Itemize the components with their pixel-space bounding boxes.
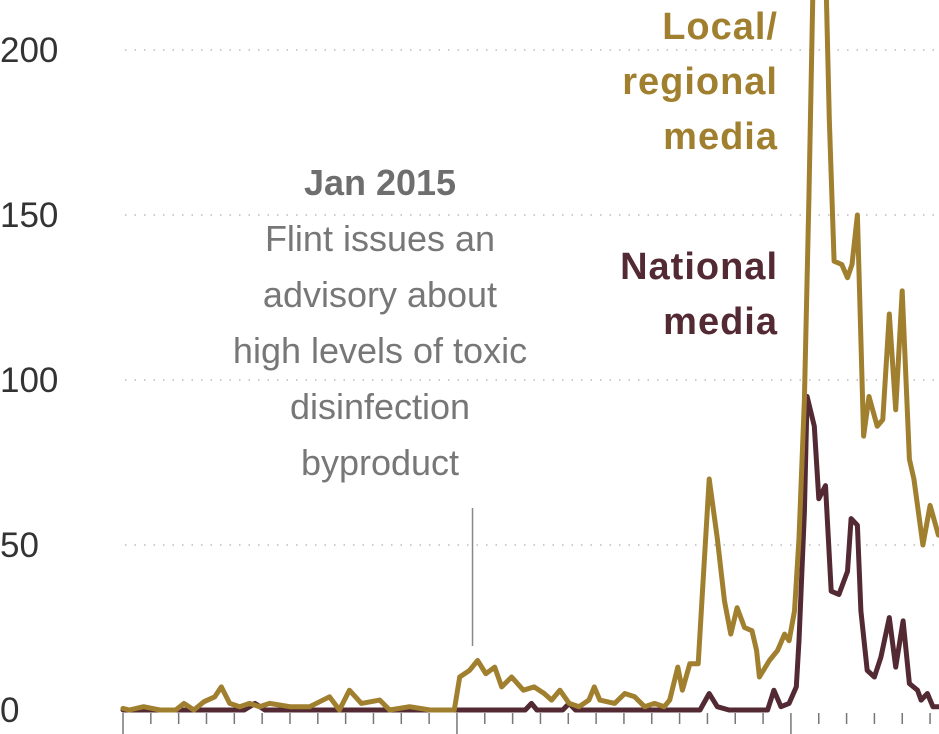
series-line-local-regional-media	[120, 0, 939, 713]
annotation-text-line: high levels of toxic	[232, 330, 528, 371]
label-line: media	[663, 301, 778, 343]
series-line-national-media	[120, 394, 939, 713]
y-tick-label-150: 150	[0, 196, 59, 235]
y-tick-label-100: 100	[0, 361, 59, 400]
label-line: media	[663, 116, 778, 158]
label-line: National	[620, 246, 778, 288]
x-axis-ticks	[122, 713, 931, 734]
y-tick-label-50: 50	[0, 526, 39, 565]
annotation-text-line: Flint issues an	[264, 218, 496, 259]
annotation: Jan 2015 Flint issues an advisory about …	[180, 155, 580, 491]
annotation-text-line: byproduct	[300, 442, 460, 483]
y-tick-label-200: 200	[0, 31, 59, 70]
y-tick-label-0: 0	[0, 691, 20, 730]
legend-label-national-media: National media	[620, 240, 778, 350]
annotation-title: Jan 2015	[303, 162, 457, 203]
annotation-text-line: advisory about	[262, 274, 498, 315]
legend-label-local-regional-media: Local/ regional media	[622, 0, 778, 165]
annotation-text-line: disinfection	[289, 386, 471, 427]
label-line: Local/	[662, 6, 778, 48]
label-line: regional	[622, 61, 778, 103]
